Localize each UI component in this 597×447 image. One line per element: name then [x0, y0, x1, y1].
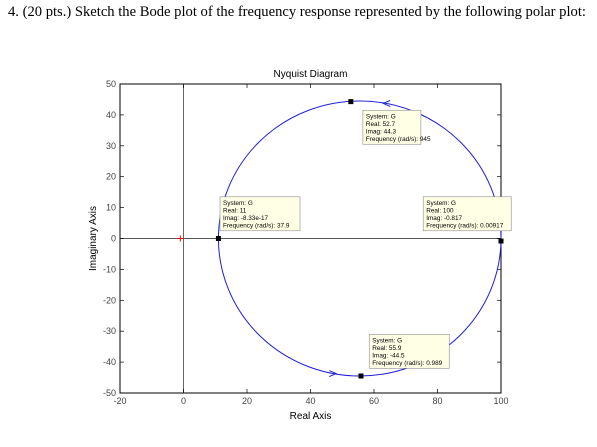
tick-labels: -20 0 20 40 60 80 100 -50 -40 -30 -20 -10 0 10 20 30 40 5… — [103, 79, 509, 406]
datatip-point — [348, 99, 354, 105]
datatip-line: Imag: -8.33e-17 — [223, 215, 269, 222]
x-tick-label: 60 — [369, 396, 379, 406]
x-tick-label: 0 — [181, 396, 186, 406]
y-tick-label: 30 — [106, 141, 116, 151]
datatip-line: Real: 55.9 — [372, 345, 402, 352]
datatip-line: Imag: -0.817 — [426, 215, 462, 222]
datatip-point — [358, 373, 364, 379]
x-tick-label: 40 — [305, 396, 315, 406]
datatip-background — [219, 196, 301, 232]
datatip-line: Frequency (rad/s): 0.989 — [372, 360, 442, 367]
datatip-markers — [215, 99, 504, 379]
y-tick-label: 10 — [106, 203, 116, 213]
curve-direction-arrow — [329, 370, 338, 378]
datatip-background — [368, 333, 450, 369]
y-tick-label: 0 — [111, 234, 116, 244]
datatip-line: System: G — [366, 113, 396, 120]
x-tick-label: 20 — [242, 396, 252, 406]
datatip-background — [422, 196, 512, 232]
curve-direction-arrow — [381, 99, 391, 107]
y-tick-label: -20 — [103, 295, 116, 305]
axis-ticks — [119, 83, 502, 394]
question-text: 4. (20 pts.) Sketch the Bode plot of the… — [8, 4, 586, 20]
y-tick-label: 20 — [106, 172, 116, 182]
zero-lines — [120, 84, 501, 393]
datatip-point — [215, 236, 221, 241]
y-tick-label: 50 — [106, 79, 116, 89]
datatip-line: Real: 100 — [426, 207, 454, 214]
datatip-line: System: G — [426, 200, 456, 207]
y-tick-label: -10 — [103, 264, 116, 274]
datatip-line: Frequency (rad/s): 0.00917 — [426, 222, 504, 229]
x-tick-label: -20 — [113, 396, 126, 406]
datatip-line: Real: 11 — [223, 207, 247, 214]
critical-point-group — [177, 235, 184, 242]
x-tick-label: 100 — [493, 396, 508, 406]
y-axis-label: Imaginary Axis — [88, 206, 99, 271]
datatip-line: Imag: -44.5 — [372, 352, 405, 359]
datatip-point — [498, 238, 504, 244]
datatip-line: Real: 52.7 — [366, 121, 396, 128]
y-tick-label: -40 — [103, 357, 116, 367]
datatip-line: System: G — [223, 200, 253, 207]
x-tick-label: 80 — [432, 396, 442, 406]
chart-title: Nyquist Diagram — [274, 69, 348, 80]
x-axis-label: Real Axis — [290, 411, 332, 422]
datatip-line: System: G — [372, 337, 402, 344]
datatip-line: Imag: 44.3 — [366, 128, 397, 135]
y-tick-label: -30 — [103, 326, 116, 336]
y-tick-label: -50 — [103, 388, 116, 398]
datatip-line: Frequency (rad/s): 37.9 — [223, 222, 290, 229]
y-tick-label: 40 — [106, 110, 116, 120]
datatip-background — [362, 109, 422, 145]
datatip-line: Frequency (rad/s): 945 — [366, 136, 431, 143]
